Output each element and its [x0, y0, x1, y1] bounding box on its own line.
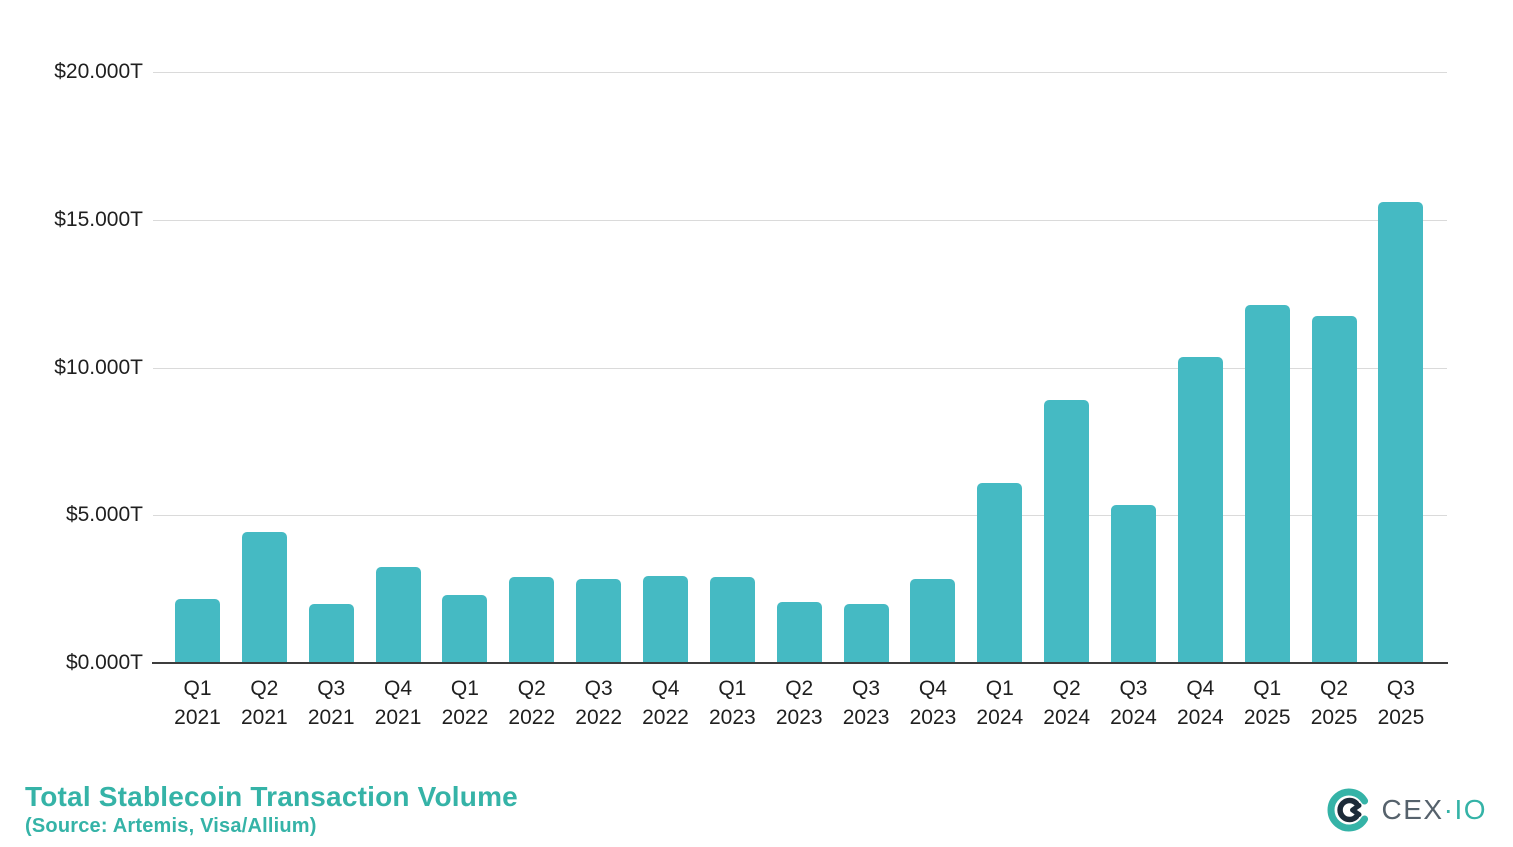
x-tick-label-q2-2025: Q2 2025 [1310, 677, 1358, 729]
logo-text-dot: · [1443, 794, 1455, 825]
x-tick-label-q1-2025: Q1 2025 [1243, 677, 1291, 729]
x-tick-label-q1-2022: Q1 2022 [441, 677, 489, 729]
gridline-5t [153, 515, 1447, 517]
x-tick-label-q2-2024: Q2 2024 [1043, 677, 1090, 729]
x-tick-label-q3-2025: Q3 2025 [1377, 677, 1425, 729]
bar-q2-2022 [509, 577, 555, 663]
chart-source: (Source: Artemis, Visa/Allium) [25, 815, 317, 837]
logo-text-io: IO [1454, 794, 1487, 825]
x-tick-label-q4-2022: Q4 2022 [642, 677, 689, 729]
bar-q4-2021 [375, 566, 421, 663]
x-tick-label-q3-2021: Q3 2021 [307, 677, 355, 729]
x-tick-label-q1-2021: Q1 2021 [174, 677, 221, 729]
bar-q3-2023 [843, 603, 889, 663]
bar-q1-2023 [709, 577, 755, 663]
bar-q3-2025 [1378, 202, 1424, 663]
bar-q3-2024 [1110, 504, 1156, 663]
chart-title: Total Stablecoin Transaction Volume [25, 781, 518, 812]
bar-q2-2024 [1044, 400, 1090, 663]
bar-q4-2024 [1177, 357, 1223, 663]
cexio-logo: CEX · IO [1325, 786, 1487, 834]
bar-q2-2023 [776, 602, 822, 663]
bar-q2-2025 [1311, 315, 1357, 663]
bar-q1-2025 [1244, 305, 1290, 663]
x-tick-label-q1-2023: Q1 2023 [708, 677, 756, 729]
bar-q4-2022 [642, 575, 688, 663]
bar-q1-2024 [977, 482, 1023, 663]
bar-q3-2021 [308, 603, 354, 663]
gridline-15t [153, 219, 1447, 221]
bar-q3-2022 [576, 578, 622, 663]
x-tick-label-q2-2022: Q2 2022 [508, 677, 556, 729]
gridline-20t [153, 72, 1447, 73]
bar-q1-2022 [442, 595, 488, 663]
gridline-10t [153, 367, 1447, 369]
y-tick-label-0t: $0.000T [65, 651, 143, 674]
y-tick-label-20t: $20.000T [54, 60, 143, 83]
y-tick-label-10t: $10.000T [54, 355, 143, 379]
x-tick-label-q2-2023: Q2 2023 [775, 677, 823, 729]
x-tick-label-q3-2024: Q3 2024 [1110, 677, 1157, 729]
bar-q4-2023 [910, 578, 956, 663]
y-tick-label-15t: $15.000T [54, 207, 143, 231]
x-tick-label-q4-2023: Q4 2023 [909, 677, 957, 729]
x-tick-label-q3-2023: Q3 2023 [842, 677, 890, 729]
x-tick-label-q1-2024: Q1 2024 [976, 677, 1024, 729]
logo-text-cex: CEX [1381, 794, 1444, 825]
bar-q2-2021 [241, 531, 287, 663]
cexio-logo-wordmark: CEX · IO [1382, 794, 1487, 826]
x-tick-label-q2-2021: Q2 2021 [240, 677, 288, 729]
x-tick-label-q4-2021: Q4 2021 [374, 677, 422, 729]
x-tick-label-q3-2022: Q3 2022 [575, 677, 622, 729]
x-tick-label-q4-2024: Q4 2024 [1176, 677, 1224, 729]
y-tick-label-5t: $5.000T [65, 503, 143, 527]
cexio-logo-mark-icon [1327, 788, 1368, 832]
x-axis-line [152, 662, 1448, 664]
bar-q1-2021 [175, 599, 220, 663]
